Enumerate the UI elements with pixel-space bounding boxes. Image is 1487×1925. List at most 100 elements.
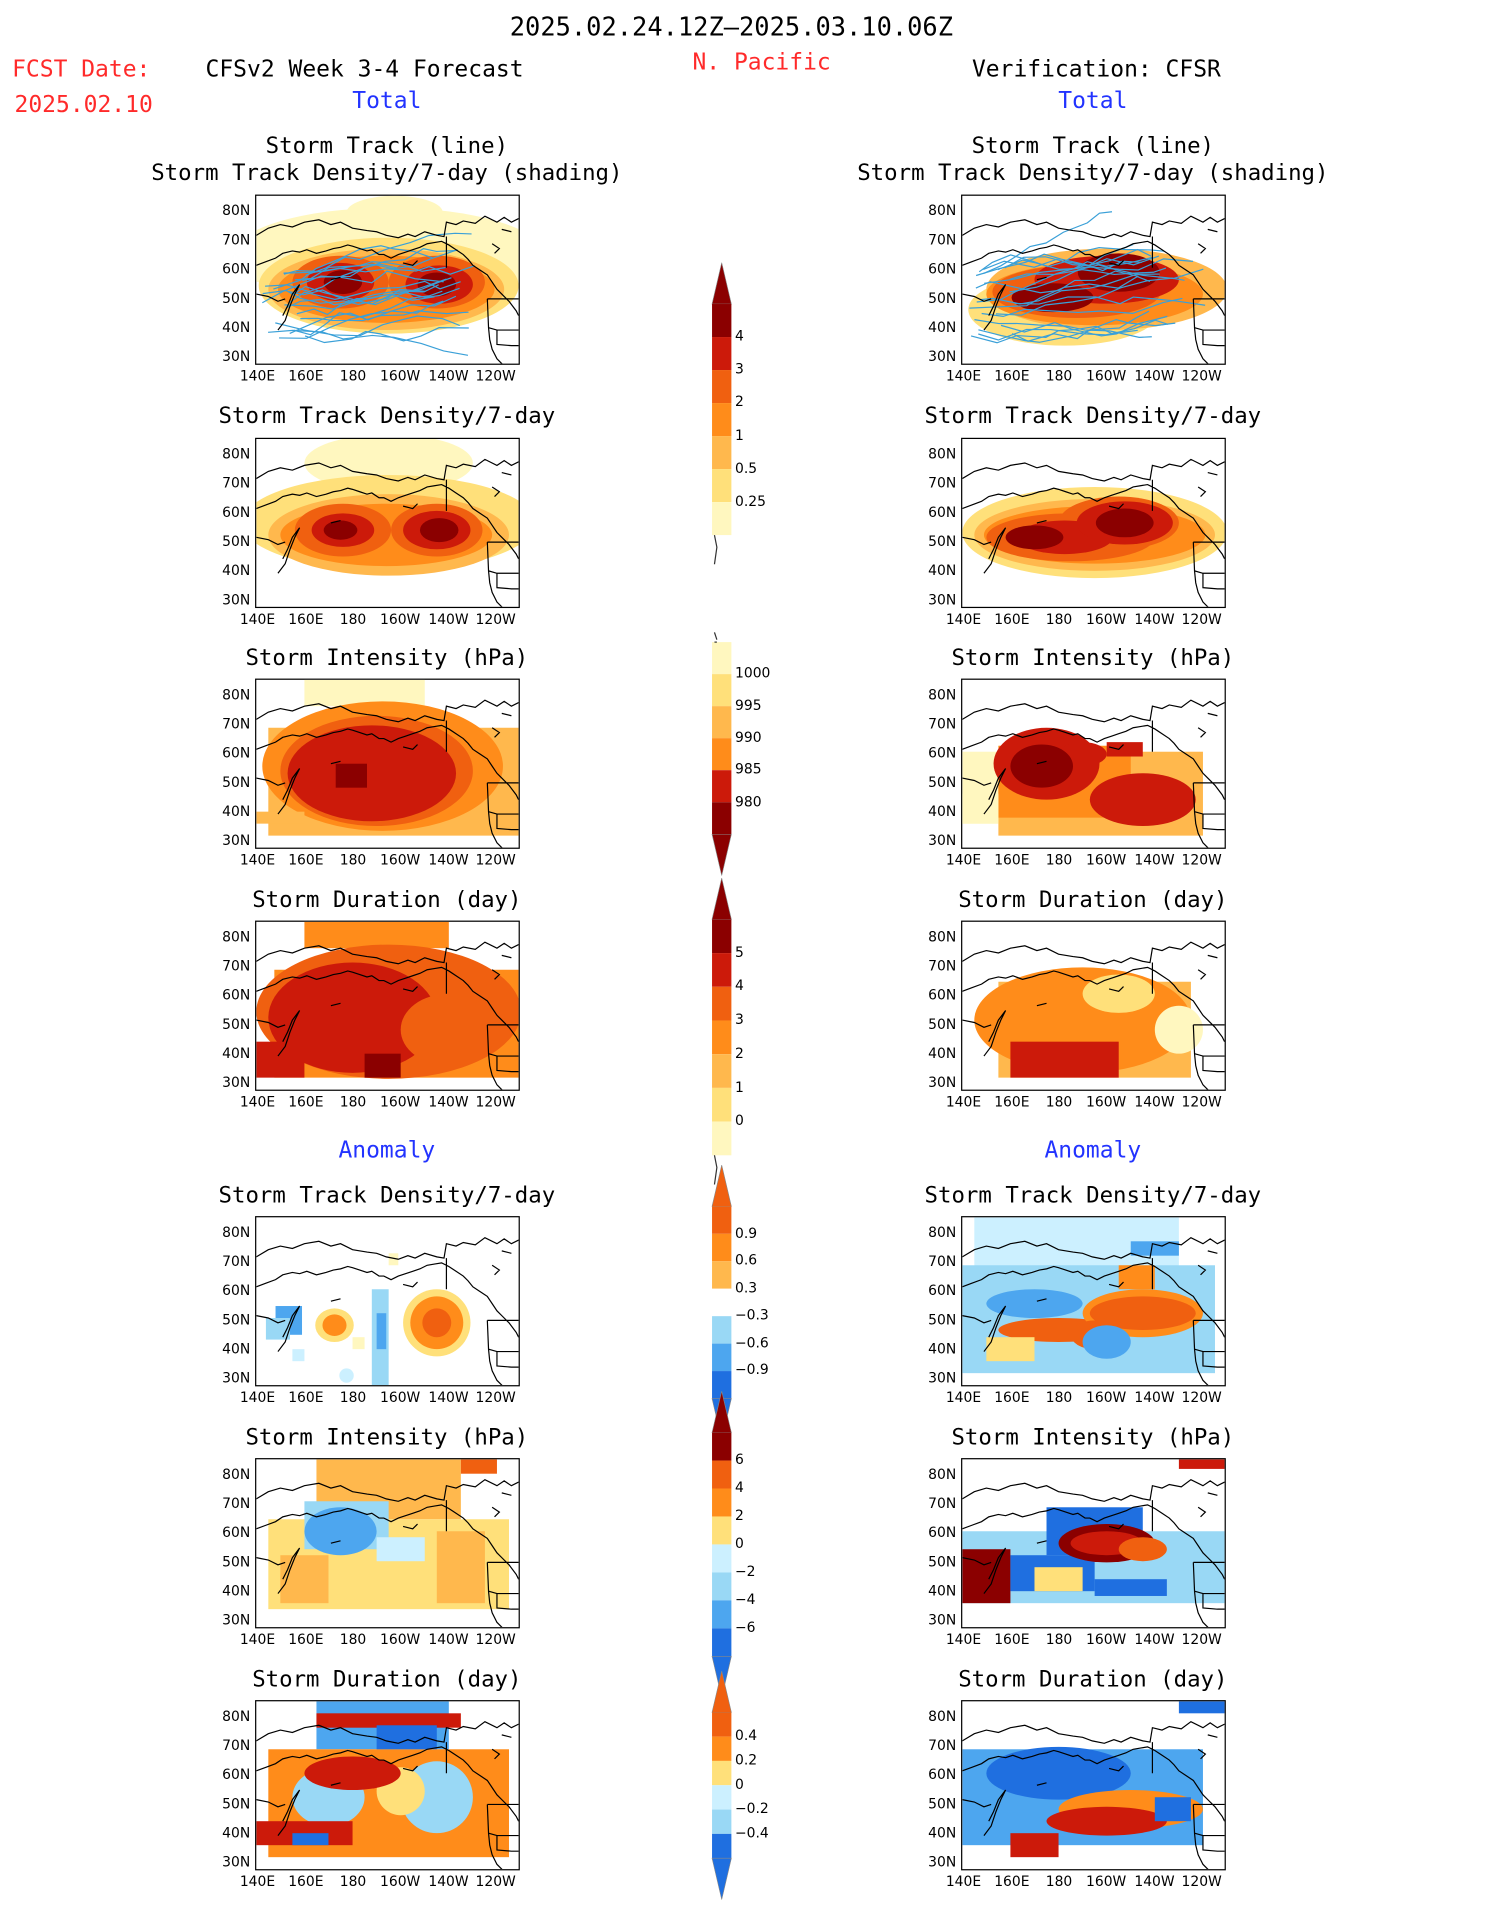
- lon-label: 160E: [288, 1872, 324, 1890]
- panel-title-track-line-left: Storm Track Density/7-day (shading): [151, 160, 623, 187]
- lat-label: 40N: [222, 1340, 251, 1358]
- colorbar-label: −0.6: [735, 1333, 769, 1351]
- lat-label: 70N: [928, 957, 957, 975]
- lon-label: 160W: [1085, 1872, 1127, 1890]
- lat-label: 70N: [222, 231, 251, 249]
- panel-title-intensity-anomaly-left: Storm Intensity (hPa): [245, 1425, 529, 1451]
- lon-label: 140W: [1134, 610, 1175, 628]
- lat-label: 50N: [928, 1794, 957, 1812]
- map-density-left: [255, 437, 520, 609]
- lon-label: 180: [339, 1388, 367, 1406]
- lon-label: 160W: [380, 610, 421, 628]
- panel-title-density-left: Storm Track Density/7-day: [218, 403, 556, 430]
- lat-label: 40N: [222, 1582, 251, 1600]
- lon-label: 140E: [945, 1872, 982, 1890]
- lon-label: 140E: [945, 851, 982, 869]
- lat-label: 40N: [928, 318, 957, 336]
- lon-label: 160W: [380, 367, 421, 385]
- colorbar-label: −0.9: [735, 1361, 769, 1379]
- lat-label: 30N: [222, 1611, 251, 1629]
- lon-label: 180: [1045, 367, 1073, 385]
- lat-label: 80N: [222, 201, 251, 219]
- lat-label: 70N: [222, 1252, 251, 1270]
- lat-label: 60N: [928, 1281, 957, 1299]
- colorbar-label: 6: [735, 1450, 744, 1468]
- date-range-title: 2025.02.24.12Z–2025.03.10.06Z: [509, 12, 954, 42]
- lon-label: 180: [339, 851, 367, 869]
- lon-label: 160W: [1085, 367, 1127, 385]
- lat-label: 80N: [222, 685, 251, 703]
- lon-label: 180: [1045, 1093, 1073, 1111]
- lat-label: 60N: [222, 260, 251, 278]
- lat-label: 80N: [928, 685, 957, 703]
- lon-label: 160W: [380, 1630, 421, 1648]
- lat-label: 80N: [928, 445, 957, 463]
- lat-label: 80N: [928, 1707, 957, 1725]
- lon-label: 140E: [239, 1630, 276, 1648]
- panel-title-intensity-right: Storm Intensity (hPa): [951, 645, 1235, 672]
- lon-label: 140W: [1134, 851, 1175, 869]
- panel-title-intensity-left: Storm Intensity (hPa): [245, 645, 529, 672]
- lon-label: 140W: [1134, 1630, 1175, 1648]
- lat-label: 80N: [222, 1465, 251, 1483]
- colorbar-label: 0: [735, 1111, 744, 1129]
- lon-label: 160E: [994, 610, 1030, 628]
- lat-label: 50N: [222, 1794, 251, 1812]
- colorbar-label: −0.2: [735, 1799, 769, 1817]
- colorbar-label: −0.4: [735, 1824, 769, 1842]
- lon-label: 120W: [1181, 367, 1222, 385]
- lat-label: 60N: [928, 744, 957, 762]
- panel-title-track-line-left: Storm Track (line): [265, 133, 509, 160]
- lat-label: 40N: [928, 1044, 957, 1062]
- colorbar-label: 980: [735, 792, 762, 810]
- lat-label: 60N: [222, 503, 251, 521]
- panel-title-duration-left: Storm Duration (day): [252, 887, 522, 914]
- lon-label: 180: [1045, 1388, 1073, 1406]
- lat-label: 60N: [222, 1765, 251, 1783]
- lon-label: 180: [339, 1093, 367, 1111]
- lat-label: 70N: [928, 474, 957, 492]
- colorbar-label: −0.3: [735, 1306, 769, 1324]
- lat-label: 30N: [928, 1853, 957, 1871]
- colorbar-label: 1: [735, 426, 744, 444]
- map-density-anomaly-right: [961, 1216, 1226, 1387]
- panel-title-duration-right: Storm Duration (day): [958, 887, 1228, 914]
- lat-label: 30N: [928, 1369, 957, 1387]
- lat-label: 80N: [222, 927, 251, 945]
- panel-title-density-right: Storm Track Density/7-day: [924, 403, 1262, 430]
- lon-label: 140W: [1134, 1093, 1175, 1111]
- lat-label: 40N: [928, 1582, 957, 1600]
- lon-label: 160E: [288, 1630, 324, 1648]
- lon-label: 180: [1045, 851, 1073, 869]
- lon-label: 120W: [1181, 1388, 1222, 1406]
- lat-label: 30N: [222, 1073, 251, 1091]
- lat-label: 40N: [222, 1824, 251, 1842]
- lon-label: 160E: [288, 610, 324, 628]
- fcst-date-value: 2025.02.10: [14, 91, 153, 118]
- lat-label: 70N: [222, 957, 251, 975]
- lon-label: 140W: [428, 610, 469, 628]
- lat-label: 70N: [222, 474, 251, 492]
- lon-label: 140E: [945, 367, 982, 385]
- lon-label: 160E: [994, 367, 1030, 385]
- lon-label: 140E: [239, 1093, 276, 1111]
- lat-label: 30N: [928, 1611, 957, 1629]
- panel-title-duration-anomaly-left: Storm Duration (day): [252, 1667, 522, 1693]
- lon-label: 180: [339, 1872, 367, 1890]
- lat-label: 70N: [928, 231, 957, 249]
- colorbar-label: 2: [735, 1506, 744, 1524]
- lon-label: 140W: [1134, 367, 1175, 385]
- lat-label: 80N: [928, 1465, 957, 1483]
- lon-label: 120W: [1181, 1872, 1222, 1890]
- colorbar-label: 3: [735, 360, 744, 378]
- colorbar-label: 990: [735, 728, 762, 746]
- lat-label: 40N: [222, 1044, 251, 1062]
- panel-title-track-line-right: Storm Track Density/7-day (shading): [857, 160, 1329, 187]
- lon-label: 180: [339, 1630, 367, 1648]
- lat-label: 50N: [928, 773, 957, 791]
- lon-label: 160W: [380, 1093, 421, 1111]
- fcst-date-label: FCST Date:: [12, 55, 151, 83]
- colorbar-label: 985: [735, 760, 762, 778]
- panel-title-track-line-right: Storm Track (line): [971, 133, 1215, 160]
- map-duration-anomaly-right: [961, 1700, 1226, 1871]
